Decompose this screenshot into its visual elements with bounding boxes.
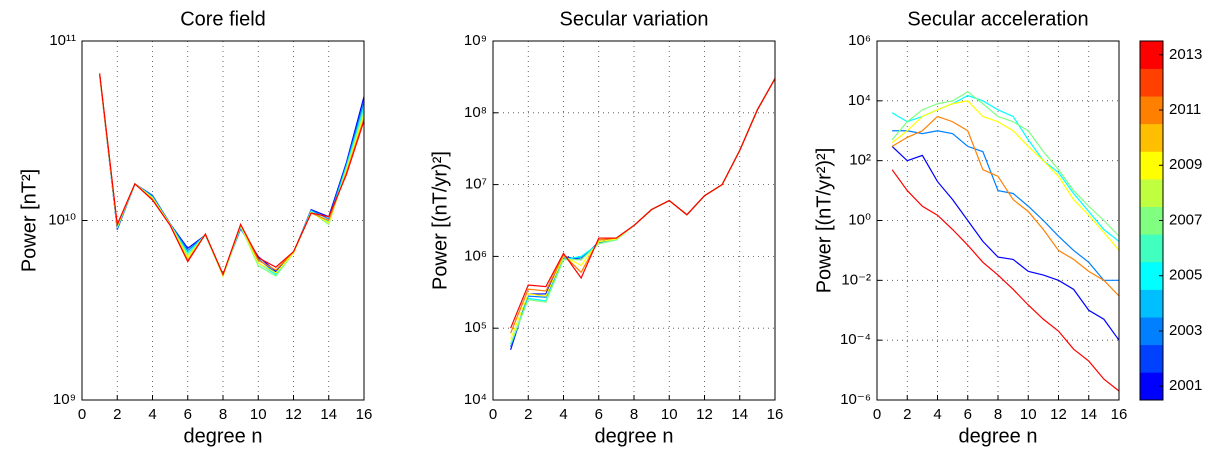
y-tick-label: 10⁰	[848, 211, 871, 228]
axes-frame	[81, 40, 365, 401]
y-axis-label: Power [(nT/yr²)²]	[813, 148, 835, 294]
y-tick-label: 10⁵	[464, 319, 487, 336]
y-tick-label: 10⁸	[464, 104, 487, 121]
x-tick-label: 14	[1080, 406, 1097, 423]
x-tick-label: 16	[767, 406, 784, 423]
series-line	[891, 169, 1120, 392]
y-tick-label: 10⁴	[464, 391, 487, 408]
colorbar-band	[1140, 68, 1163, 97]
y-tick-label: 10¹⁰	[48, 211, 76, 228]
y-tick-label: 10⁹	[53, 391, 76, 408]
x-tick-label: 4	[559, 406, 567, 423]
colorbar-band	[1140, 179, 1163, 207]
colorbar-band	[1140, 317, 1163, 346]
y-tick-label: 10⁻⁶	[840, 391, 871, 408]
panel: 0 2 4 6 8 10 12 14 16 10⁹ 10¹⁰ 10¹¹ Core field degree…	[18, 8, 372, 447]
colorbar-band	[1140, 41, 1163, 69]
series-line	[99, 73, 365, 277]
y-tick-label: 10⁶	[848, 32, 871, 49]
colorbar-tick-label: 2013	[1169, 46, 1202, 63]
y-tick-label: 10²	[849, 152, 871, 169]
y-tick-label: 10⁻⁴	[840, 331, 871, 348]
axes-frame	[492, 40, 776, 401]
x-tick-label: 0	[873, 406, 881, 423]
plot-area	[493, 41, 775, 400]
x-tick-label: 12	[696, 406, 713, 423]
colorbar-band	[1140, 206, 1163, 235]
x-tick-label: 10	[1020, 406, 1037, 423]
x-tick-label: 4	[933, 406, 941, 423]
y-tick-label: 10⁴	[848, 92, 871, 109]
colorbar-tick-label: 2007	[1169, 211, 1202, 228]
x-tick-label: 12	[1050, 406, 1067, 423]
x-tick-label: 16	[356, 406, 373, 423]
panel: 0 2 4 6 8 10 12 14 16 10⁻⁶ 10⁻⁴ 10⁻² 10⁰ 10² 10⁴ 10⁶ Sec…	[813, 8, 1202, 447]
y-axis-label: Power [(nT/yr)²]	[429, 151, 451, 290]
colorbar-tick-label: 2001	[1169, 377, 1202, 394]
series-line	[891, 145, 1120, 341]
x-tick-label: 10	[250, 406, 267, 423]
x-tick-label: 12	[285, 406, 302, 423]
chart-title: Core field	[180, 8, 266, 30]
y-tick-label: 10¹¹	[49, 32, 76, 49]
axes-frame	[876, 40, 1120, 401]
colorbar-tick-label: 2011	[1169, 101, 1201, 118]
y-tick-label: 10⁹	[464, 32, 487, 49]
x-tick-label: 8	[994, 406, 1002, 423]
x-axis-label: degree n	[184, 425, 263, 447]
x-tick-label: 2	[524, 406, 532, 423]
colorbar-tick-label: 2009	[1169, 156, 1202, 173]
colorbar-band	[1140, 289, 1163, 318]
series-line	[891, 91, 1120, 237]
series-line	[892, 130, 1119, 281]
series-line	[510, 78, 776, 329]
x-tick-label: 8	[630, 406, 638, 423]
panel: 0 2 4 6 8 10 12 14 16 10⁴ 10⁵ 10⁶ 10⁷ 10⁸ 10⁹ Secular v…	[429, 8, 783, 447]
colorbar-band	[1140, 372, 1163, 401]
colorbar-band	[1140, 123, 1163, 152]
chart-title: Secular variation	[560, 8, 709, 30]
x-tick-label: 0	[78, 406, 86, 423]
x-tick-label: 16	[1111, 406, 1128, 423]
x-tick-label: 14	[320, 406, 337, 423]
colorbar-band	[1140, 261, 1163, 290]
chart-title: Secular acceleration	[907, 8, 1088, 30]
x-tick-label: 6	[964, 406, 972, 423]
x-tick-label: 6	[184, 406, 192, 423]
x-tick-label: 2	[903, 406, 911, 423]
colorbar-band	[1140, 344, 1163, 373]
y-axis-label: Power [nT²]	[18, 169, 40, 272]
x-tick-label: 4	[148, 406, 156, 423]
x-tick-label: 2	[113, 406, 121, 423]
series-line	[891, 100, 1120, 251]
colorbar-tick-label: 2005	[1169, 267, 1202, 284]
colorbar-tick-label: 2003	[1169, 322, 1202, 339]
y-tick-label: 10⁻²	[841, 271, 871, 288]
x-tick-label: 0	[489, 406, 497, 423]
x-axis-label: degree n	[595, 425, 674, 447]
x-axis-label: degree n	[959, 425, 1038, 447]
colorbar-band	[1140, 96, 1163, 125]
x-tick-label: 8	[219, 406, 227, 423]
x-tick-label: 6	[595, 406, 603, 423]
colorbar-band	[1140, 151, 1163, 180]
x-tick-label: 14	[731, 406, 748, 423]
y-tick-label: 10⁷	[465, 176, 487, 193]
series-line	[891, 115, 1120, 297]
y-tick-label: 10⁶	[464, 247, 487, 264]
colorbar-band	[1140, 234, 1163, 263]
x-tick-label: 10	[661, 406, 678, 423]
